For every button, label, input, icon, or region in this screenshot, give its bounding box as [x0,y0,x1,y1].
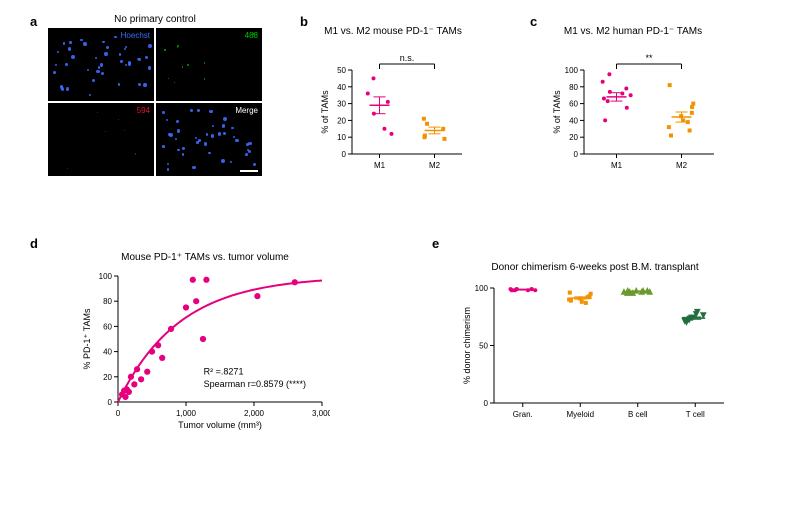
svg-text:% of TAMs: % of TAMs [320,90,330,134]
svg-text:3,000: 3,000 [312,409,330,418]
panel-c-label: c [530,14,537,29]
svg-text:20: 20 [103,373,112,382]
strip-plot: 0 20 40 60 80 100 % of TAMs M1 M2 ** [550,46,720,176]
svg-text:10: 10 [337,133,346,142]
micrograph-488: 488 [156,28,262,101]
svg-text:Spearman r=0.8579 (****): Spearman r=0.8579 (****) [204,379,306,389]
svg-text:R² =.8271: R² =.8271 [204,366,244,376]
panel-a-label: a [30,14,37,29]
svg-text:80: 80 [103,297,112,306]
micrograph-594: 594 [48,103,154,176]
strip-plot: 0 10 20 30 40 50 % of TAMs M1 M2 n.s. [318,46,468,176]
svg-text:2,000: 2,000 [244,409,265,418]
micrograph-hoechst: Hoechst [48,28,154,101]
svg-text:30: 30 [337,100,346,109]
svg-text:M1: M1 [374,161,386,170]
svg-text:0: 0 [116,409,121,418]
svg-text:% PD-1⁺ TAMs: % PD-1⁺ TAMs [82,308,92,369]
panel-a-grid: Hoechst 488 594 Merge [48,28,262,176]
micrograph-label: 594 [137,106,150,115]
svg-text:M2: M2 [676,161,688,170]
scalebar [240,170,258,172]
svg-text:0: 0 [342,150,347,159]
svg-text:40: 40 [337,83,346,92]
svg-text:40: 40 [103,348,112,357]
panel-e-title: Donor chimerism 6-weeks post B.M. transp… [450,262,740,273]
svg-text:1,000: 1,000 [176,409,197,418]
svg-text:% of TAMs: % of TAMs [552,90,562,134]
panel-e-chart: 0 50 100 % donor chimerism Gran. Myeloid B cel… [460,280,730,425]
svg-text:50: 50 [337,66,346,75]
svg-text:Gran.: Gran. [513,410,533,419]
svg-text:100: 100 [475,284,489,293]
panel-d-chart: 0 20 40 60 80 100 0 1,000 2,000 3,000 Tumor volume… [80,270,330,430]
svg-text:Myeloid: Myeloid [566,410,594,419]
svg-text:Tumor volume (mm³): Tumor volume (mm³) [178,420,262,430]
svg-text:50: 50 [479,342,488,351]
svg-text:80: 80 [569,83,578,92]
strip-plot: 0 50 100 % donor chimerism Gran. Myeloid B cel… [460,280,730,425]
panel-d-label: d [30,236,38,251]
svg-text:**: ** [645,53,653,63]
svg-text:n.s.: n.s. [400,53,415,63]
panel-b-label: b [300,14,308,29]
svg-text:20: 20 [569,133,578,142]
svg-text:T cell: T cell [686,410,705,419]
svg-text:40: 40 [569,116,578,125]
micrograph-label: Merge [235,106,258,115]
svg-text:M2: M2 [429,161,441,170]
svg-text:100: 100 [565,66,579,75]
svg-text:B cell: B cell [628,410,648,419]
svg-text:20: 20 [337,116,346,125]
svg-text:0: 0 [108,398,113,407]
svg-text:0: 0 [574,150,579,159]
svg-text:0: 0 [484,399,489,408]
panel-a-title: No primary control [90,14,220,25]
panel-c-chart: 0 20 40 60 80 100 % of TAMs M1 M2 ** [550,46,720,176]
panel-c-title: M1 vs. M2 human PD-1⁻ TAMs [548,26,718,37]
svg-text:60: 60 [103,322,112,331]
svg-text:60: 60 [569,100,578,109]
micrograph-label: 488 [245,31,258,40]
panel-e-label: e [432,236,439,251]
scatter-plot: 0 20 40 60 80 100 0 1,000 2,000 3,000 Tumor volume… [80,270,330,430]
svg-text:% donor chimerism: % donor chimerism [462,307,472,384]
micrograph-merge: Merge [156,103,262,176]
panel-d-title: Mouse PD-1⁺ TAMs vs. tumor volume [80,252,330,263]
micrograph-label: Hoechst [121,31,150,40]
panel-b-title: M1 vs. M2 mouse PD-1⁻ TAMs [318,26,468,37]
svg-text:100: 100 [99,272,113,281]
svg-text:M1: M1 [611,161,623,170]
panel-b-chart: 0 10 20 30 40 50 % of TAMs M1 M2 n.s. [318,46,468,176]
